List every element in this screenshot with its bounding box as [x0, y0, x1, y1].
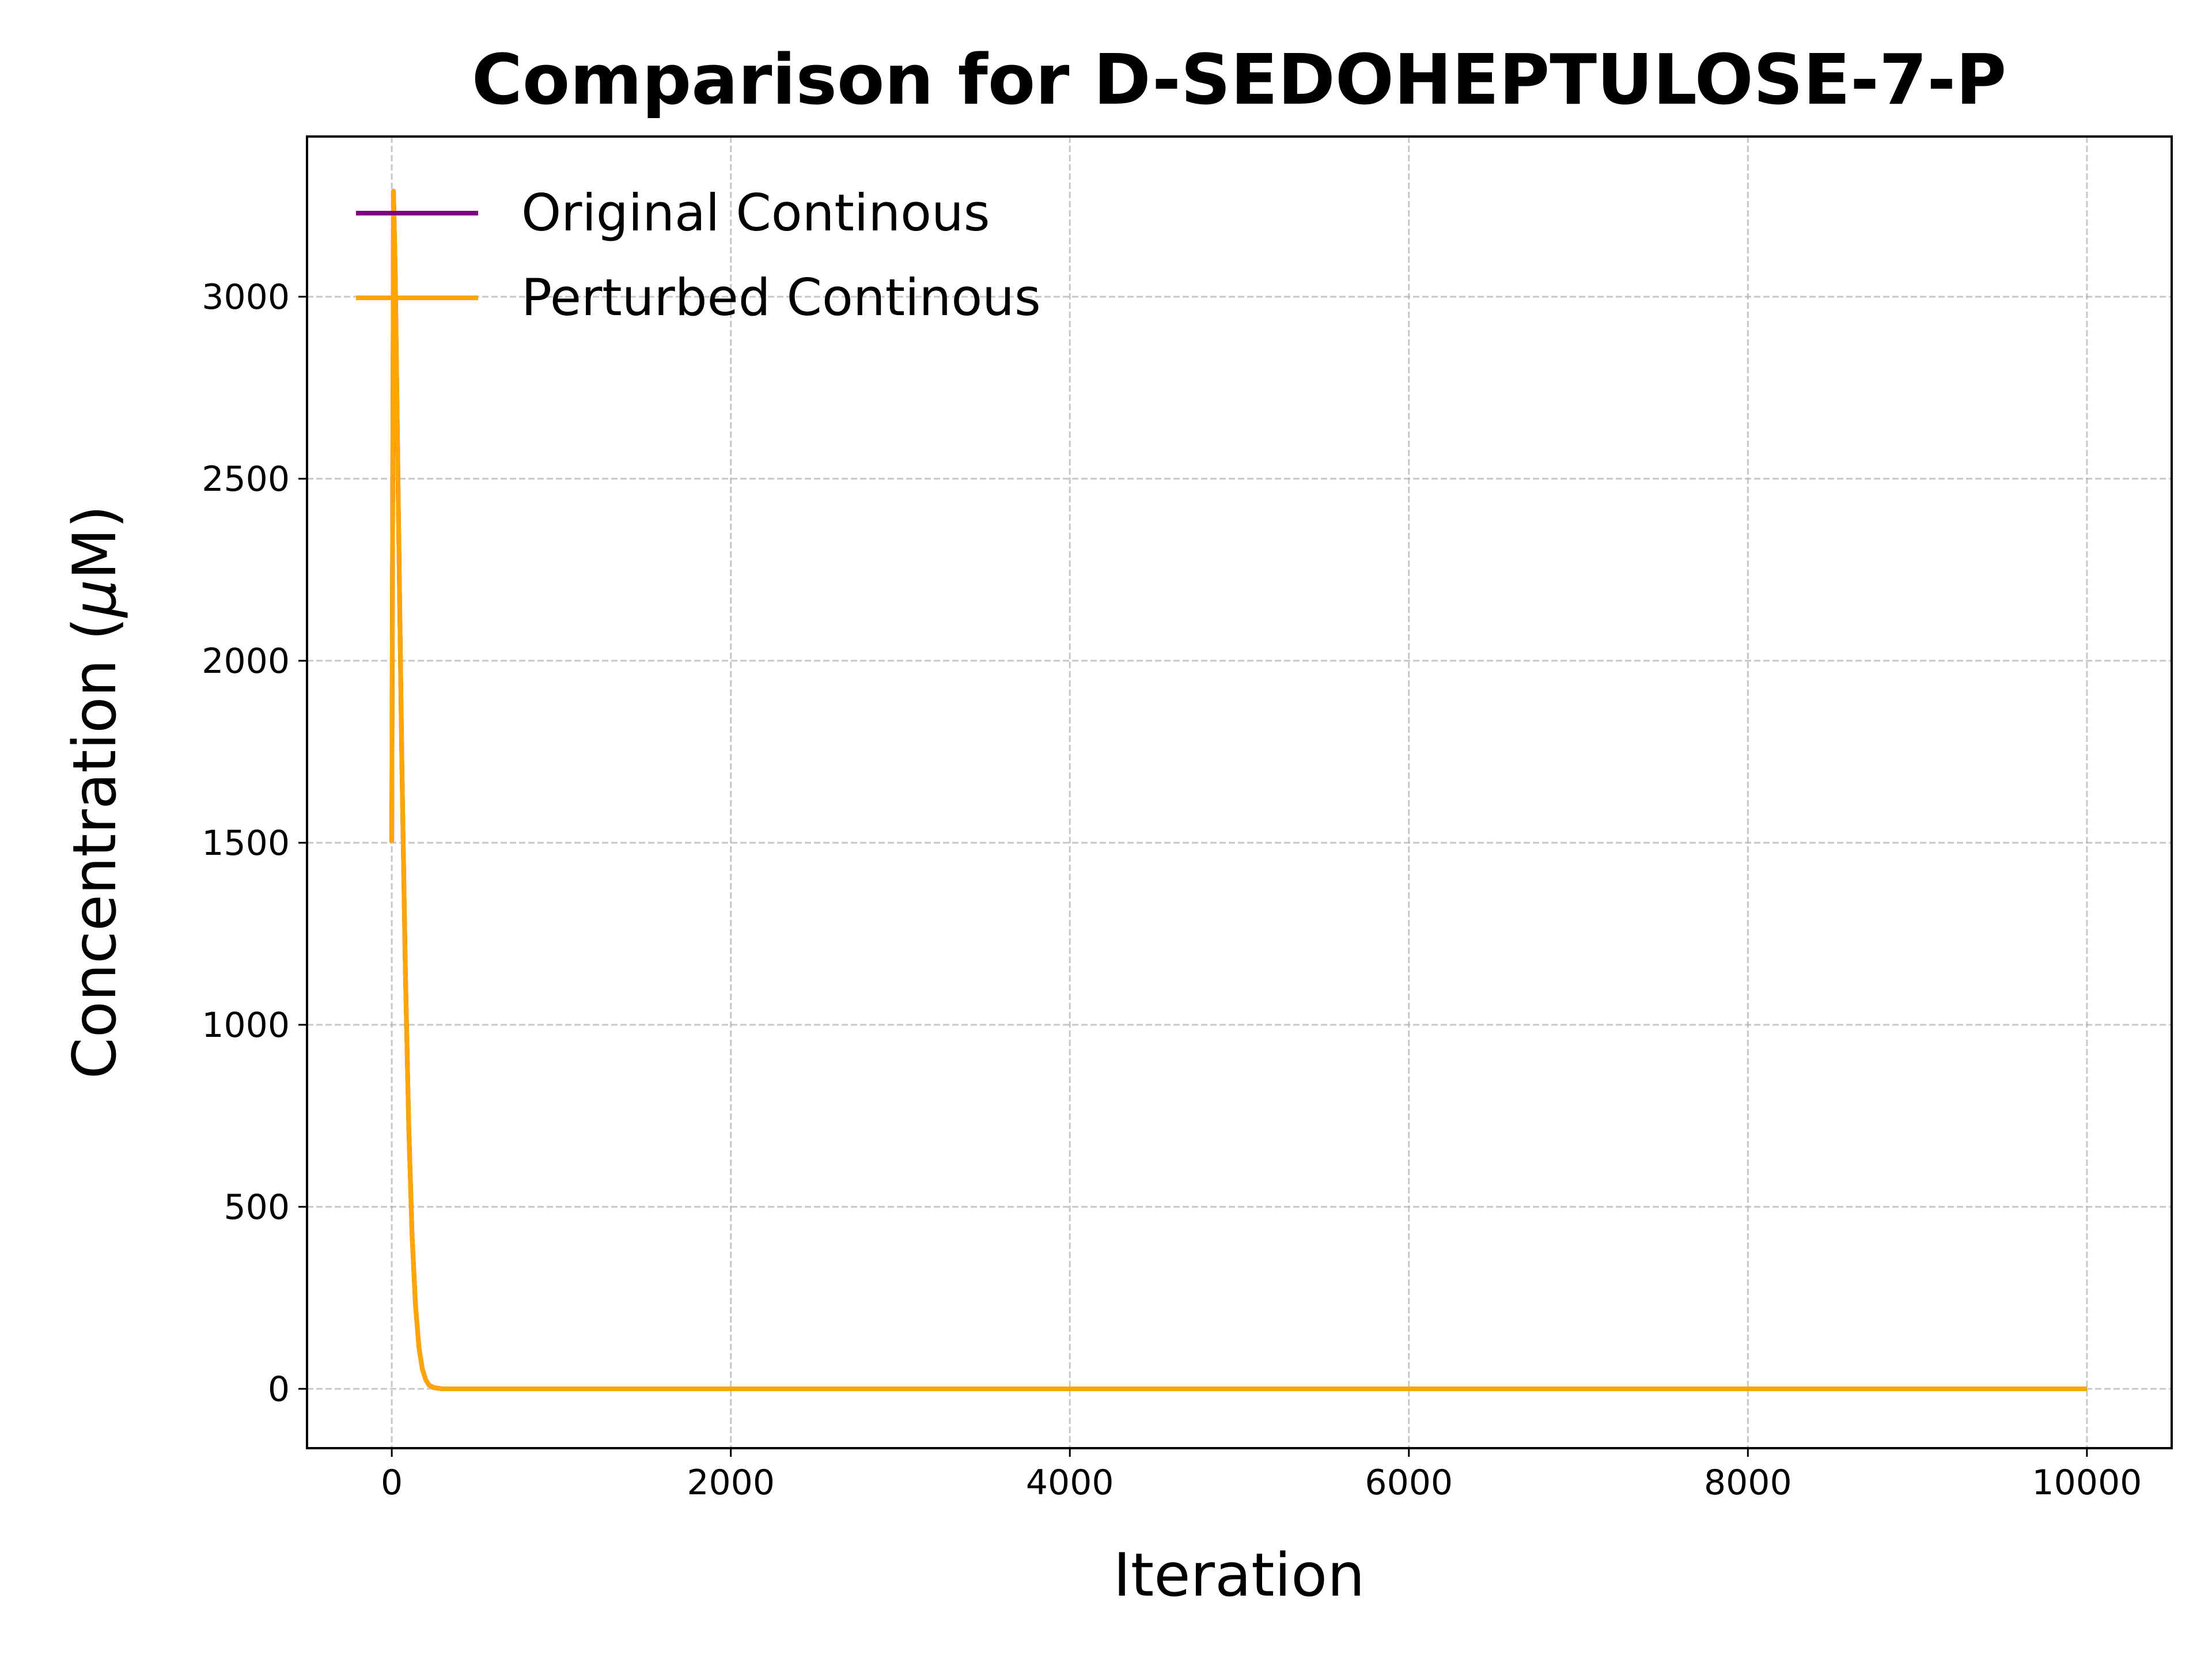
y-tick-label: 2500 [202, 459, 290, 499]
y-tick-label: 2000 [202, 641, 290, 681]
y-axis-ticks: 0 500 1000 1500 2000 2500 3000 [202, 277, 307, 1410]
y-tick-label: 3000 [202, 277, 290, 317]
y-axis-label-suffix: M) [60, 505, 130, 579]
y-tick-label: 0 [268, 1369, 290, 1410]
y-axis-label: Concentration (μM) [60, 505, 130, 1079]
y-axis-label-mu: μ [60, 579, 130, 619]
y-axis-label-prefix: Concentration ( [60, 618, 130, 1080]
y-tick-label: 1500 [202, 823, 290, 863]
x-tick-label: 2000 [687, 1463, 775, 1503]
x-tick-label: 8000 [1704, 1463, 1792, 1503]
legend: Original Continous Perturbed Continous [356, 183, 1041, 327]
x-axis-ticks: 0 2000 4000 6000 8000 10000 [381, 1448, 2142, 1503]
y-tick-label: 1000 [202, 1005, 290, 1046]
series-line-perturbed [389, 188, 2087, 1391]
legend-label-perturbed: Perturbed Continous [521, 268, 1041, 327]
series-lines [389, 188, 2087, 1391]
x-tick-label: 0 [381, 1463, 403, 1503]
legend-label-original: Original Continous [521, 183, 990, 243]
chart-title: Comparison for D-SEDOHEPTULOSE-7-P [472, 40, 2006, 120]
x-tick-label: 10000 [2032, 1463, 2142, 1503]
x-tick-label: 4000 [1026, 1463, 1114, 1503]
x-tick-label: 6000 [1365, 1463, 1453, 1503]
x-axis-label: Iteration [1113, 1541, 1365, 1610]
plot-area-frame [306, 135, 2173, 1449]
y-tick-label: 500 [224, 1187, 290, 1228]
